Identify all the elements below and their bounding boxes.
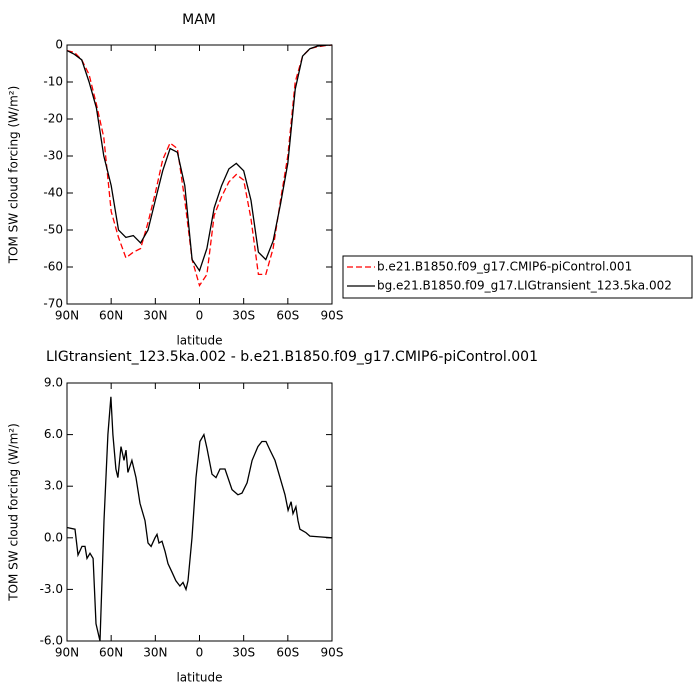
x-tick-label: 90N — [55, 646, 79, 660]
legend-label: bg.e21.B1850.f09_g17.LIGtransient_123.5k… — [377, 279, 672, 293]
y-tick-label: -30 — [43, 149, 63, 163]
y-tick-label: -40 — [43, 186, 63, 200]
x-tick-label: 60S — [276, 309, 299, 323]
y-tick-label: -6.0 — [40, 634, 63, 648]
x-tick-label: 30S — [232, 646, 255, 660]
data-line — [66, 44, 333, 273]
y-tick-label: -70 — [43, 297, 63, 311]
x-tick-label: 30S — [232, 309, 255, 323]
plot-frame — [66, 44, 333, 305]
x-tick-label: 30N — [143, 646, 167, 660]
y-tick-label: -60 — [43, 260, 63, 274]
chart-title: LIGtransient_123.5ka.002 - b.e21.B1850.f… — [46, 349, 538, 365]
x-axis-label: latitude — [176, 334, 222, 348]
y-tick-label: -10 — [43, 75, 63, 89]
data-line — [66, 396, 333, 642]
chart-title: MAM — [182, 12, 216, 28]
x-tick-label: 0 — [196, 309, 204, 323]
legend-label: b.e21.B1850.f09_g17.CMIP6-piControl.001 — [377, 260, 632, 274]
x-tick-label: 90S — [321, 646, 344, 660]
x-tick-label: 90N — [55, 309, 79, 323]
y-tick-label: 0.0 — [44, 530, 63, 544]
x-tick-label: 60N — [99, 646, 123, 660]
legend-box — [342, 255, 693, 299]
y-axis-label: TOM SW cloud forcing (W/m²) — [7, 86, 21, 265]
y-tick-label: 0 — [55, 38, 63, 52]
y-axis-label: TOM SW cloud forcing (W/m²) — [7, 423, 21, 602]
x-tick-label: 90S — [321, 309, 344, 323]
x-tick-label: 0 — [196, 646, 204, 660]
data-line — [66, 44, 333, 288]
x-tick-label: 60S — [276, 646, 299, 660]
x-axis-label: latitude — [176, 671, 222, 685]
y-tick-label: 6.0 — [44, 427, 63, 441]
y-tick-label: -3.0 — [40, 582, 63, 596]
y-tick-label: 3.0 — [44, 479, 63, 493]
x-tick-label: 30N — [143, 309, 167, 323]
y-tick-label: -20 — [43, 112, 63, 126]
y-tick-label: -50 — [43, 223, 63, 237]
x-tick-label: 60N — [99, 309, 123, 323]
y-tick-label: 9.0 — [44, 376, 63, 390]
